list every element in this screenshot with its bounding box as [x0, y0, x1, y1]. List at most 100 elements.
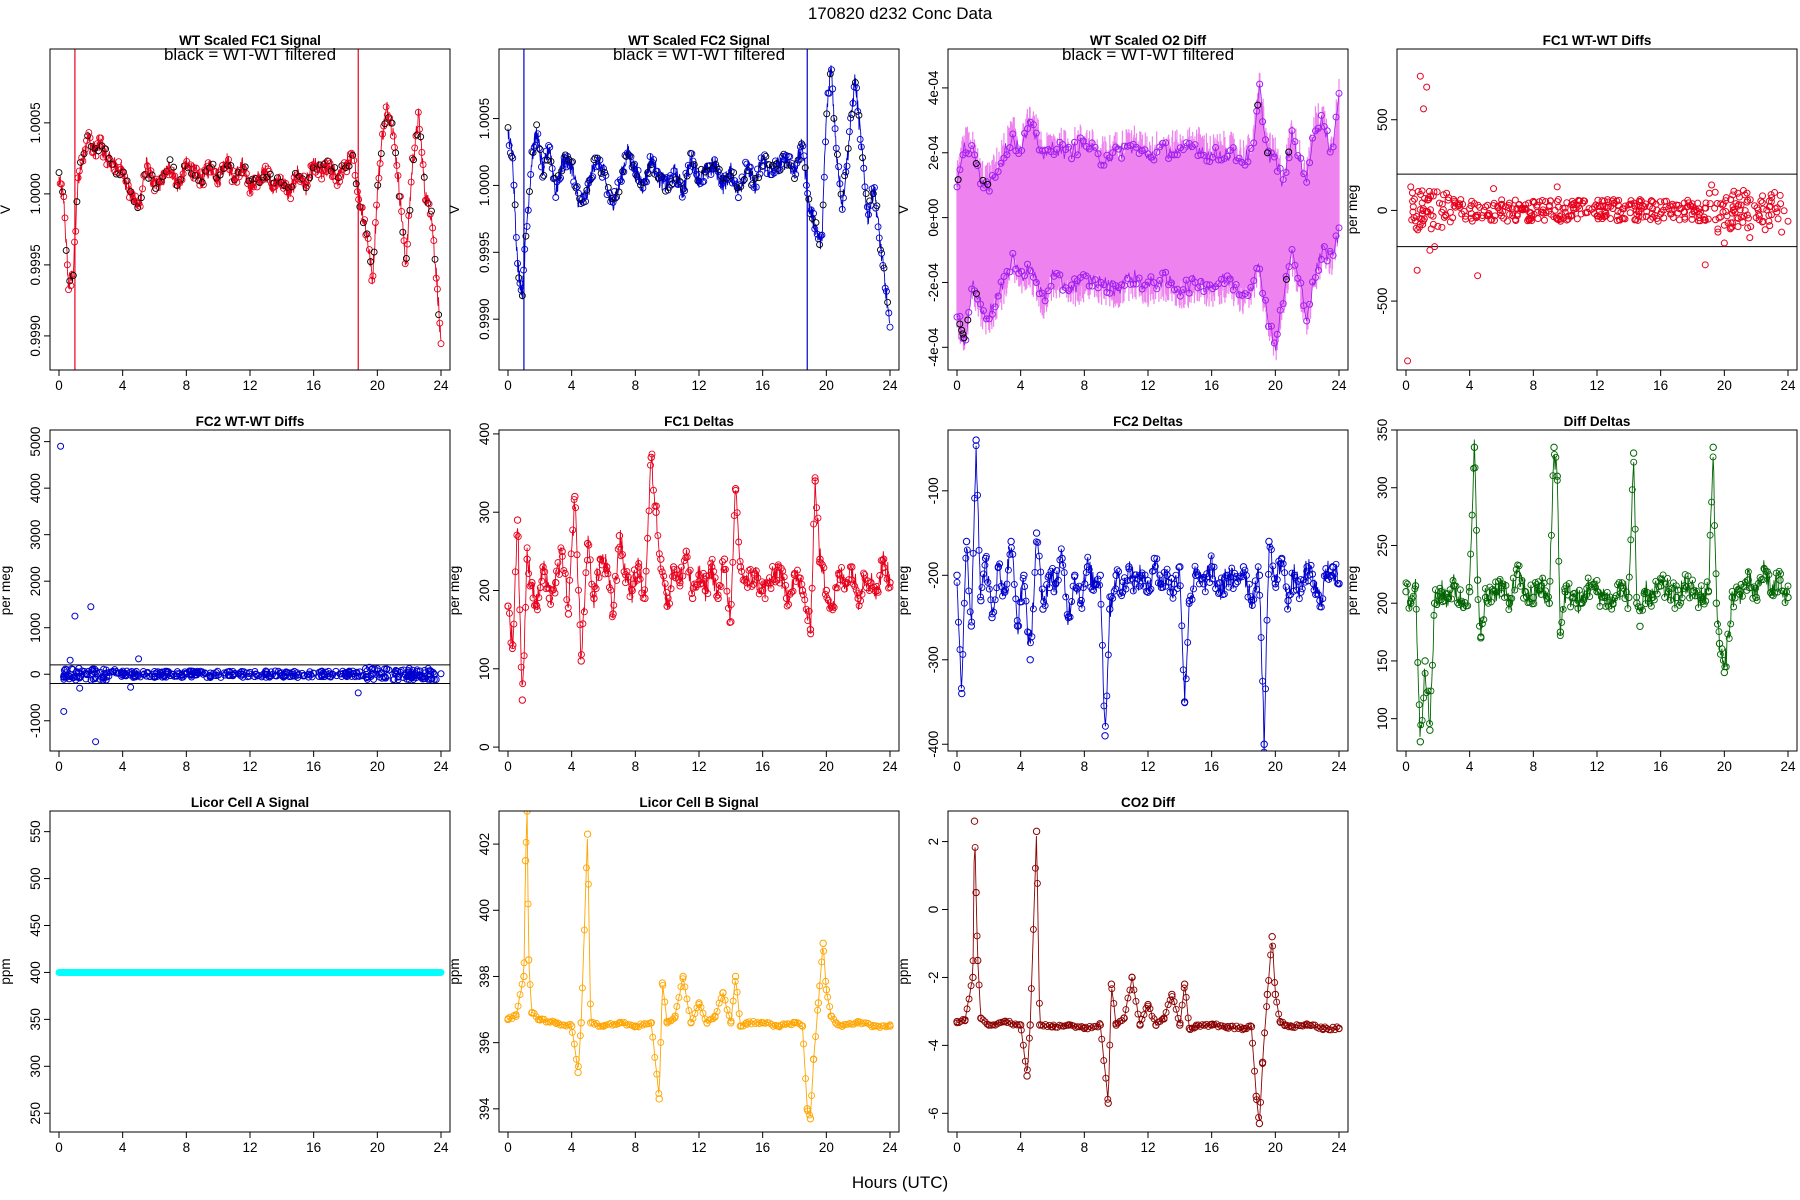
series-point	[1744, 568, 1752, 576]
signal-point	[530, 143, 538, 151]
x-tick-label: 20	[1268, 378, 1283, 393]
signal-point	[699, 178, 707, 186]
series-point	[1420, 694, 1428, 702]
series-point	[1728, 587, 1736, 595]
diff-point	[203, 673, 211, 681]
series-point	[1036, 1021, 1044, 1029]
x-tick-label: 8	[1081, 378, 1089, 393]
series-point	[536, 1016, 544, 1024]
diff-point	[212, 669, 220, 677]
series-point	[1065, 612, 1073, 620]
diff-point	[1600, 213, 1608, 221]
o2-point	[1091, 143, 1099, 151]
series-point	[592, 585, 600, 593]
series-point	[1565, 580, 1573, 588]
series-point	[681, 983, 689, 991]
diff-point	[1759, 217, 1767, 225]
series-point	[520, 972, 528, 981]
series-point	[518, 696, 527, 704]
signal-point	[681, 187, 689, 195]
signal-point	[417, 133, 425, 141]
diff-point	[409, 674, 417, 682]
series-point	[1739, 592, 1746, 600]
signal-point	[197, 168, 205, 176]
o2-point	[1032, 278, 1040, 286]
filtered-point	[972, 290, 980, 298]
series-point	[1001, 1017, 1009, 1025]
series-point	[812, 1033, 820, 1041]
series-point	[977, 596, 985, 605]
signal-point	[405, 212, 413, 219]
y-tick-label: 2e-04	[926, 135, 941, 170]
signal-point	[516, 279, 524, 287]
diff-point	[1426, 206, 1434, 214]
series-point	[1046, 1021, 1053, 1029]
series-point	[965, 587, 973, 595]
series-point	[830, 604, 838, 611]
diff-point	[1774, 215, 1782, 223]
series-point	[1096, 581, 1103, 589]
series-point	[1186, 1026, 1194, 1034]
series-point	[820, 564, 828, 572]
o2-point	[1021, 272, 1029, 280]
series-point	[1126, 986, 1134, 994]
series-point	[1430, 611, 1438, 619]
diff-point	[300, 672, 308, 680]
diff-point	[1720, 221, 1728, 229]
series-point	[601, 570, 609, 578]
series-point	[1545, 593, 1552, 601]
series-line	[1405, 439, 1789, 737]
series-point	[642, 567, 650, 575]
diff-point	[1708, 181, 1716, 189]
y-tick-label: 0	[1375, 207, 1390, 215]
x-tick-label: 0	[55, 1140, 63, 1155]
diff-point	[117, 668, 125, 676]
signal-point	[670, 167, 678, 175]
series-point	[511, 568, 519, 576]
o2-point	[1123, 274, 1131, 282]
series-point	[782, 594, 791, 603]
y-axis-label: per meg	[1345, 185, 1360, 235]
series-point	[1041, 602, 1049, 610]
chart-title: WT Scaled FC1 Signal	[179, 33, 321, 48]
series-point	[999, 592, 1006, 600]
signal-point	[376, 160, 384, 167]
diff-point	[1660, 214, 1668, 222]
diff-point	[1700, 213, 1708, 221]
series-point	[1684, 572, 1692, 580]
series-point	[1333, 1023, 1341, 1031]
y-tick-label: -4e-04	[926, 327, 941, 367]
x-tick-label: 4	[119, 1140, 127, 1155]
series-point	[1474, 596, 1482, 603]
signal-point	[752, 183, 760, 191]
diff-point	[1594, 215, 1602, 223]
signal-point	[734, 194, 742, 202]
series-point	[1190, 585, 1197, 593]
series-point	[796, 574, 804, 582]
series-point	[577, 1019, 585, 1027]
diff-point	[424, 665, 432, 673]
series-point	[1081, 580, 1089, 588]
series-point	[1423, 689, 1431, 697]
diff-point	[390, 675, 398, 683]
o2-point	[1153, 285, 1161, 293]
series-point	[1025, 1034, 1033, 1042]
diff-point	[1608, 197, 1616, 205]
series-point	[1225, 583, 1233, 591]
diff-point	[1763, 206, 1771, 214]
diff-point	[1559, 204, 1567, 212]
series-point	[1050, 588, 1058, 596]
series-point	[686, 566, 694, 574]
signal-point	[257, 177, 265, 185]
series-point	[1445, 595, 1453, 603]
series-point	[969, 957, 977, 965]
diff-point	[153, 669, 161, 677]
diff-point	[1408, 189, 1416, 197]
series-point	[574, 1062, 582, 1070]
series-point	[711, 574, 719, 582]
o2-point	[1197, 277, 1205, 285]
series-point	[590, 594, 598, 603]
signal-point	[433, 285, 441, 293]
signal-point	[771, 157, 779, 165]
